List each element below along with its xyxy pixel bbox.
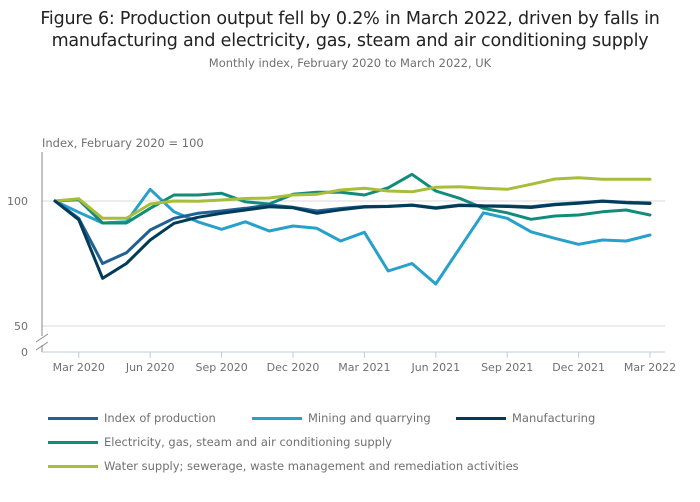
legend: Index of production Mining and quarrying… — [48, 406, 688, 478]
legend-item-mining[interactable]: Mining and quarrying — [252, 411, 438, 425]
legend-swatch-manufacturing — [456, 416, 506, 420]
x-tick-label: Jun 2021 — [410, 361, 460, 374]
y-tick-label: 0 — [21, 346, 28, 359]
legend-item-electricity[interactable]: Electricity, gas, steam and air conditio… — [48, 435, 392, 449]
y-axis-title: Index, February 2020 = 100 — [42, 136, 204, 150]
legend-label: Index of production — [104, 411, 216, 425]
chart-title-line-2: manufacturing and electricity, gas, stea… — [51, 31, 649, 51]
x-tick-label: Dec 2020 — [267, 361, 320, 374]
legend-label: Water supply; sewerage, waste management… — [104, 459, 519, 473]
series-line-mining-and-quarrying[interactable] — [53, 187, 652, 286]
legend-label: Manufacturing — [512, 411, 596, 425]
x-tick-labels: Mar 2020 Jun 2020 Sep 2020 Dec 2020 Mar 2021… — [53, 352, 676, 374]
gridlines — [42, 200, 665, 327]
series-line-electricity-gas-steam-and-air-conditioning-supply[interactable] — [53, 172, 652, 225]
x-tick-label: Sep 2021 — [481, 361, 533, 374]
chart-subtitle: Monthly index, February 2020 to March 20… — [208, 56, 492, 70]
legend-swatch-index — [48, 416, 98, 420]
legend-swatch-water — [48, 464, 98, 468]
series-lines — [53, 172, 652, 286]
legend-item-index-of-production[interactable]: Index of production — [48, 411, 234, 425]
y-tick-label: 50 — [14, 320, 28, 333]
x-tick-label: Mar 2020 — [53, 361, 105, 374]
series-line-water-supply-sewerage-waste-management-and-remediation-activities[interactable] — [53, 176, 652, 220]
legend-label: Mining and quarrying — [308, 411, 431, 425]
x-tick-label: Sep 2020 — [195, 361, 247, 374]
x-tick-label: Mar 2021 — [338, 361, 390, 374]
chart-title: Figure 6: Production output fell by 0.2%… — [0, 8, 700, 52]
x-tick-label: Mar 2022 — [624, 361, 676, 374]
x-tick-label: Jun 2020 — [125, 361, 175, 374]
line-chart: Index, February 2020 = 100 0 50 100 Mar 20… — [7, 136, 676, 374]
legend-row-3: Water supply; sewerage, waste management… — [48, 454, 688, 478]
y-tick-labels: 0 50 100 — [7, 195, 28, 359]
axes — [35, 152, 665, 353]
chart-title-line-1: Figure 6: Production output fell by 0.2%… — [40, 9, 660, 29]
y-tick-label: 100 — [7, 195, 28, 208]
legend-item-water[interactable]: Water supply; sewerage, waste management… — [48, 459, 519, 473]
legend-row-1: Index of production Mining and quarrying… — [48, 406, 688, 430]
x-tick-label: Dec 2021 — [552, 361, 605, 374]
legend-item-manufacturing[interactable]: Manufacturing — [456, 411, 595, 425]
axis-break-mark — [35, 333, 49, 343]
series-line-manufacturing[interactable] — [53, 199, 652, 280]
legend-label: Electricity, gas, steam and air conditio… — [104, 435, 392, 449]
legend-swatch-electricity — [48, 440, 98, 444]
legend-swatch-mining — [252, 416, 302, 420]
legend-row-2: Electricity, gas, steam and air conditio… — [48, 430, 688, 454]
